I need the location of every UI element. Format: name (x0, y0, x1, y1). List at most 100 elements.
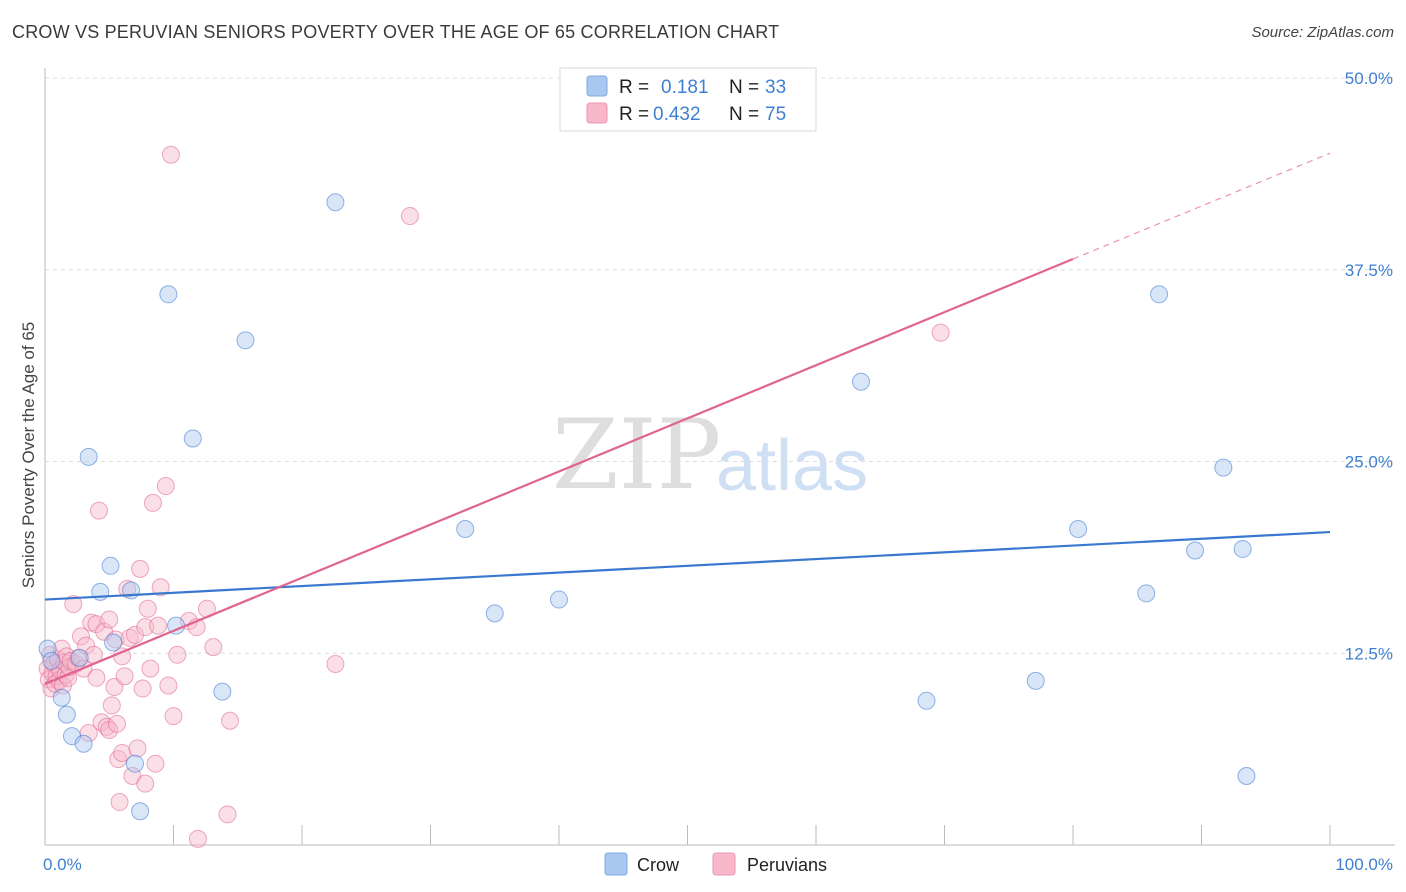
legend: R = 0.181 N = 33 R = 0.432 N = 75 (559, 67, 817, 132)
legend-r-label-peruvians: R = (619, 104, 649, 125)
data-point-crow (1026, 671, 1045, 690)
bottom-legend-label-peruvians: Peruvians (747, 855, 827, 875)
y-tick-label: 37.5% (1345, 261, 1393, 280)
data-point-peruvians (133, 679, 152, 698)
legend-swatch-peruvians (586, 102, 608, 124)
x-tick-label-start: 0.0% (43, 855, 82, 874)
legend-r-label-crow: R = (619, 77, 649, 98)
data-point-crow (213, 682, 232, 701)
trend-line-crow (44, 530, 1331, 601)
grid (45, 77, 1395, 654)
data-point-peruvians (102, 696, 121, 715)
data-point-crow (485, 604, 504, 623)
data-point-peruvians (128, 739, 147, 758)
data-point-crow (456, 519, 475, 538)
data-point-crow (101, 556, 120, 575)
bottom-legend: Crow Peruvians (604, 852, 827, 876)
data-point-peruvians (188, 829, 207, 848)
data-point-peruvians (400, 207, 419, 226)
data-point-crow (1186, 541, 1205, 560)
legend-n-value-crow: 33 (765, 77, 786, 98)
legend-r-value-peruvians: 0.432 (653, 104, 701, 125)
data-point-crow (42, 651, 61, 670)
data-point-crow (79, 447, 98, 466)
data-point-crow (1237, 766, 1256, 785)
trend-line-peruvians (44, 257, 1074, 685)
bottom-legend-swatch-peruvians (712, 852, 736, 876)
data-point-peruvians (931, 323, 950, 342)
data-point-crow (183, 429, 202, 448)
y-tick-label: 12.5% (1345, 644, 1393, 663)
data-point-peruvians (141, 659, 160, 678)
data-point-crow (1150, 285, 1169, 304)
data-point-peruvians (204, 638, 223, 657)
y-tick-label: 25.0% (1345, 453, 1393, 472)
watermark-zip: ZIP (552, 399, 721, 511)
source-label: Source: ZipAtlas.com (1251, 24, 1394, 41)
data-point-crow (131, 802, 150, 821)
legend-n-label-crow: N = (729, 77, 759, 98)
trend-lines (44, 152, 1331, 685)
watermark-atlas: atlas (716, 426, 868, 506)
data-point-peruvians (115, 667, 134, 686)
data-point-crow (74, 734, 93, 753)
data-point-peruvians (120, 628, 139, 647)
data-point-crow (104, 633, 123, 652)
data-point-peruvians (159, 676, 178, 695)
data-point-peruvians (131, 559, 150, 578)
data-point-peruvians (100, 610, 119, 629)
bottom-legend-label-crow: Crow (637, 855, 680, 875)
data-point-crow (1233, 539, 1252, 558)
data-point-crow (917, 691, 936, 710)
data-point-peruvians (89, 501, 108, 520)
bottom-legend-swatch-crow (604, 852, 628, 876)
x-tick-label-end: 100.0% (1335, 855, 1393, 874)
data-point-peruvians (151, 578, 170, 597)
trend-line-dashed-peruvians (1072, 152, 1331, 260)
data-point-crow (326, 193, 345, 212)
data-point-crow (159, 285, 178, 304)
data-point-peruvians (107, 714, 126, 733)
legend-r-value-crow: 0.181 (661, 77, 709, 98)
data-point-crow (57, 705, 76, 724)
data-point-peruvians (97, 717, 116, 736)
data-point-peruvians (149, 616, 168, 635)
data-point-peruvians (221, 711, 240, 730)
axes (44, 68, 1395, 846)
data-point-peruvians (71, 627, 90, 646)
series-crow-points (38, 193, 1256, 821)
data-point-crow (851, 372, 870, 391)
data-point-peruvians (168, 645, 187, 664)
data-point-peruvians (161, 145, 180, 164)
data-point-peruvians (164, 707, 183, 726)
data-point-crow (125, 754, 144, 773)
data-point-peruvians (136, 774, 155, 793)
legend-swatch-crow (586, 75, 608, 97)
data-point-peruvians (218, 805, 237, 824)
y-axis-label: Seniors Poverty Over the Age of 65 (19, 322, 38, 588)
data-point-peruvians (125, 625, 144, 644)
y-tick-labels: 12.5% 25.0% 37.5% 50.0% (1345, 69, 1393, 663)
chart-title: CROW VS PERUVIAN SENIORS POVERTY OVER TH… (12, 22, 780, 42)
data-point-peruvians (64, 595, 83, 614)
data-point-crow (236, 331, 255, 350)
y-tick-label: 50.0% (1345, 69, 1393, 88)
data-point-crow (52, 688, 71, 707)
data-point-peruvians (87, 668, 106, 687)
data-point-peruvians (146, 754, 165, 773)
data-point-crow (550, 590, 568, 609)
data-point-crow (1069, 519, 1088, 538)
data-point-crow (1214, 458, 1233, 477)
data-points (38, 145, 1256, 848)
legend-n-label-peruvians: N = (729, 104, 759, 125)
data-point-peruvians (110, 793, 129, 812)
x-tick-labels: 0.0% 100.0% (43, 855, 1393, 874)
data-point-peruvians (136, 618, 155, 637)
data-point-peruvians (326, 654, 345, 673)
data-point-crow (1137, 584, 1156, 603)
legend-n-value-peruvians: 75 (765, 104, 786, 125)
data-point-crow (70, 648, 89, 667)
data-point-peruvians (156, 477, 175, 496)
data-point-peruvians (106, 630, 125, 649)
